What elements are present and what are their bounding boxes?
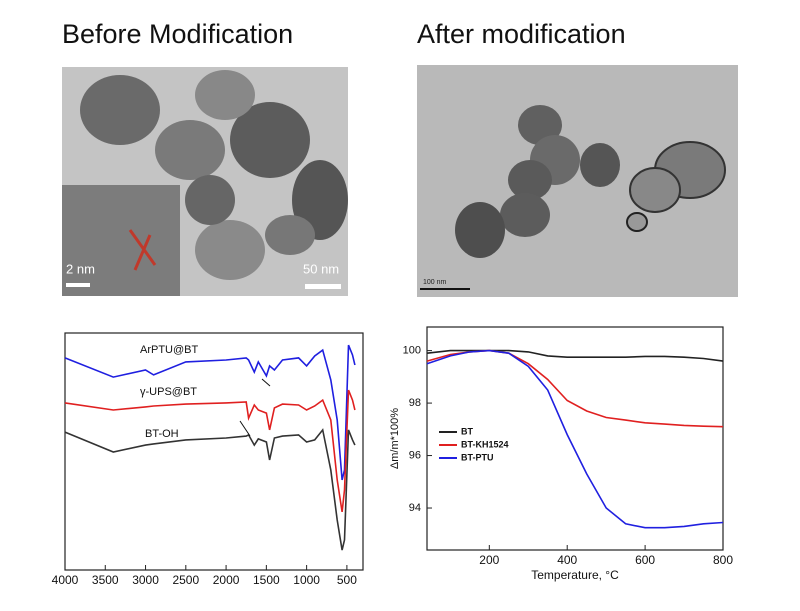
annotation: γ-UPS@BT [140,386,197,398]
series-line [426,349,724,529]
annotation: BT-OH [145,428,179,440]
panel-title: After modification [417,19,626,49]
series-line [64,428,356,551]
scale-label: 100 nm [423,279,447,286]
y-tick-label: 94 [409,502,421,514]
annotation: ArPTU@BT [140,344,199,356]
x-tick-label: 4000 [52,573,79,587]
legend-label: BT-KH1524 [461,439,509,449]
y-tick-label: 96 [409,449,421,461]
x-tick-label: 500 [337,573,357,587]
legend-label: BT [461,426,473,436]
x-axis-label: Temperature, °C [531,568,619,582]
plot-frame [64,332,364,571]
x-tick-label: 1000 [293,573,320,587]
x-tick-label: 600 [635,553,655,567]
scale-label: 50 nm [303,261,339,276]
annotation-arrow [261,378,271,387]
tem-image-after [417,65,738,297]
x-tick-label: 800 [713,553,733,567]
y-tick-label: 98 [409,397,421,409]
series-line [426,349,724,428]
x-tick-label: 1500 [253,573,280,587]
scale-label: 2 nm [66,261,95,276]
tem-image-before [62,67,348,296]
x-tick-label: 3500 [92,573,119,587]
x-tick-label: 200 [479,553,499,567]
x-tick-label: 2500 [172,573,199,587]
x-tick-label: 3000 [132,573,159,587]
plot-frame [426,326,724,551]
x-tick-label: 400 [557,553,577,567]
legend-label: BT-PTU [461,452,494,462]
y-tick-label: 100 [403,345,421,357]
series-line [64,344,356,481]
y-axis-label: Δm/m*100% [389,408,401,469]
annotation-arrow [239,420,251,437]
x-tick-label: 2000 [213,573,240,587]
series-line [64,389,356,513]
panel-title: Before Modification [62,19,293,49]
